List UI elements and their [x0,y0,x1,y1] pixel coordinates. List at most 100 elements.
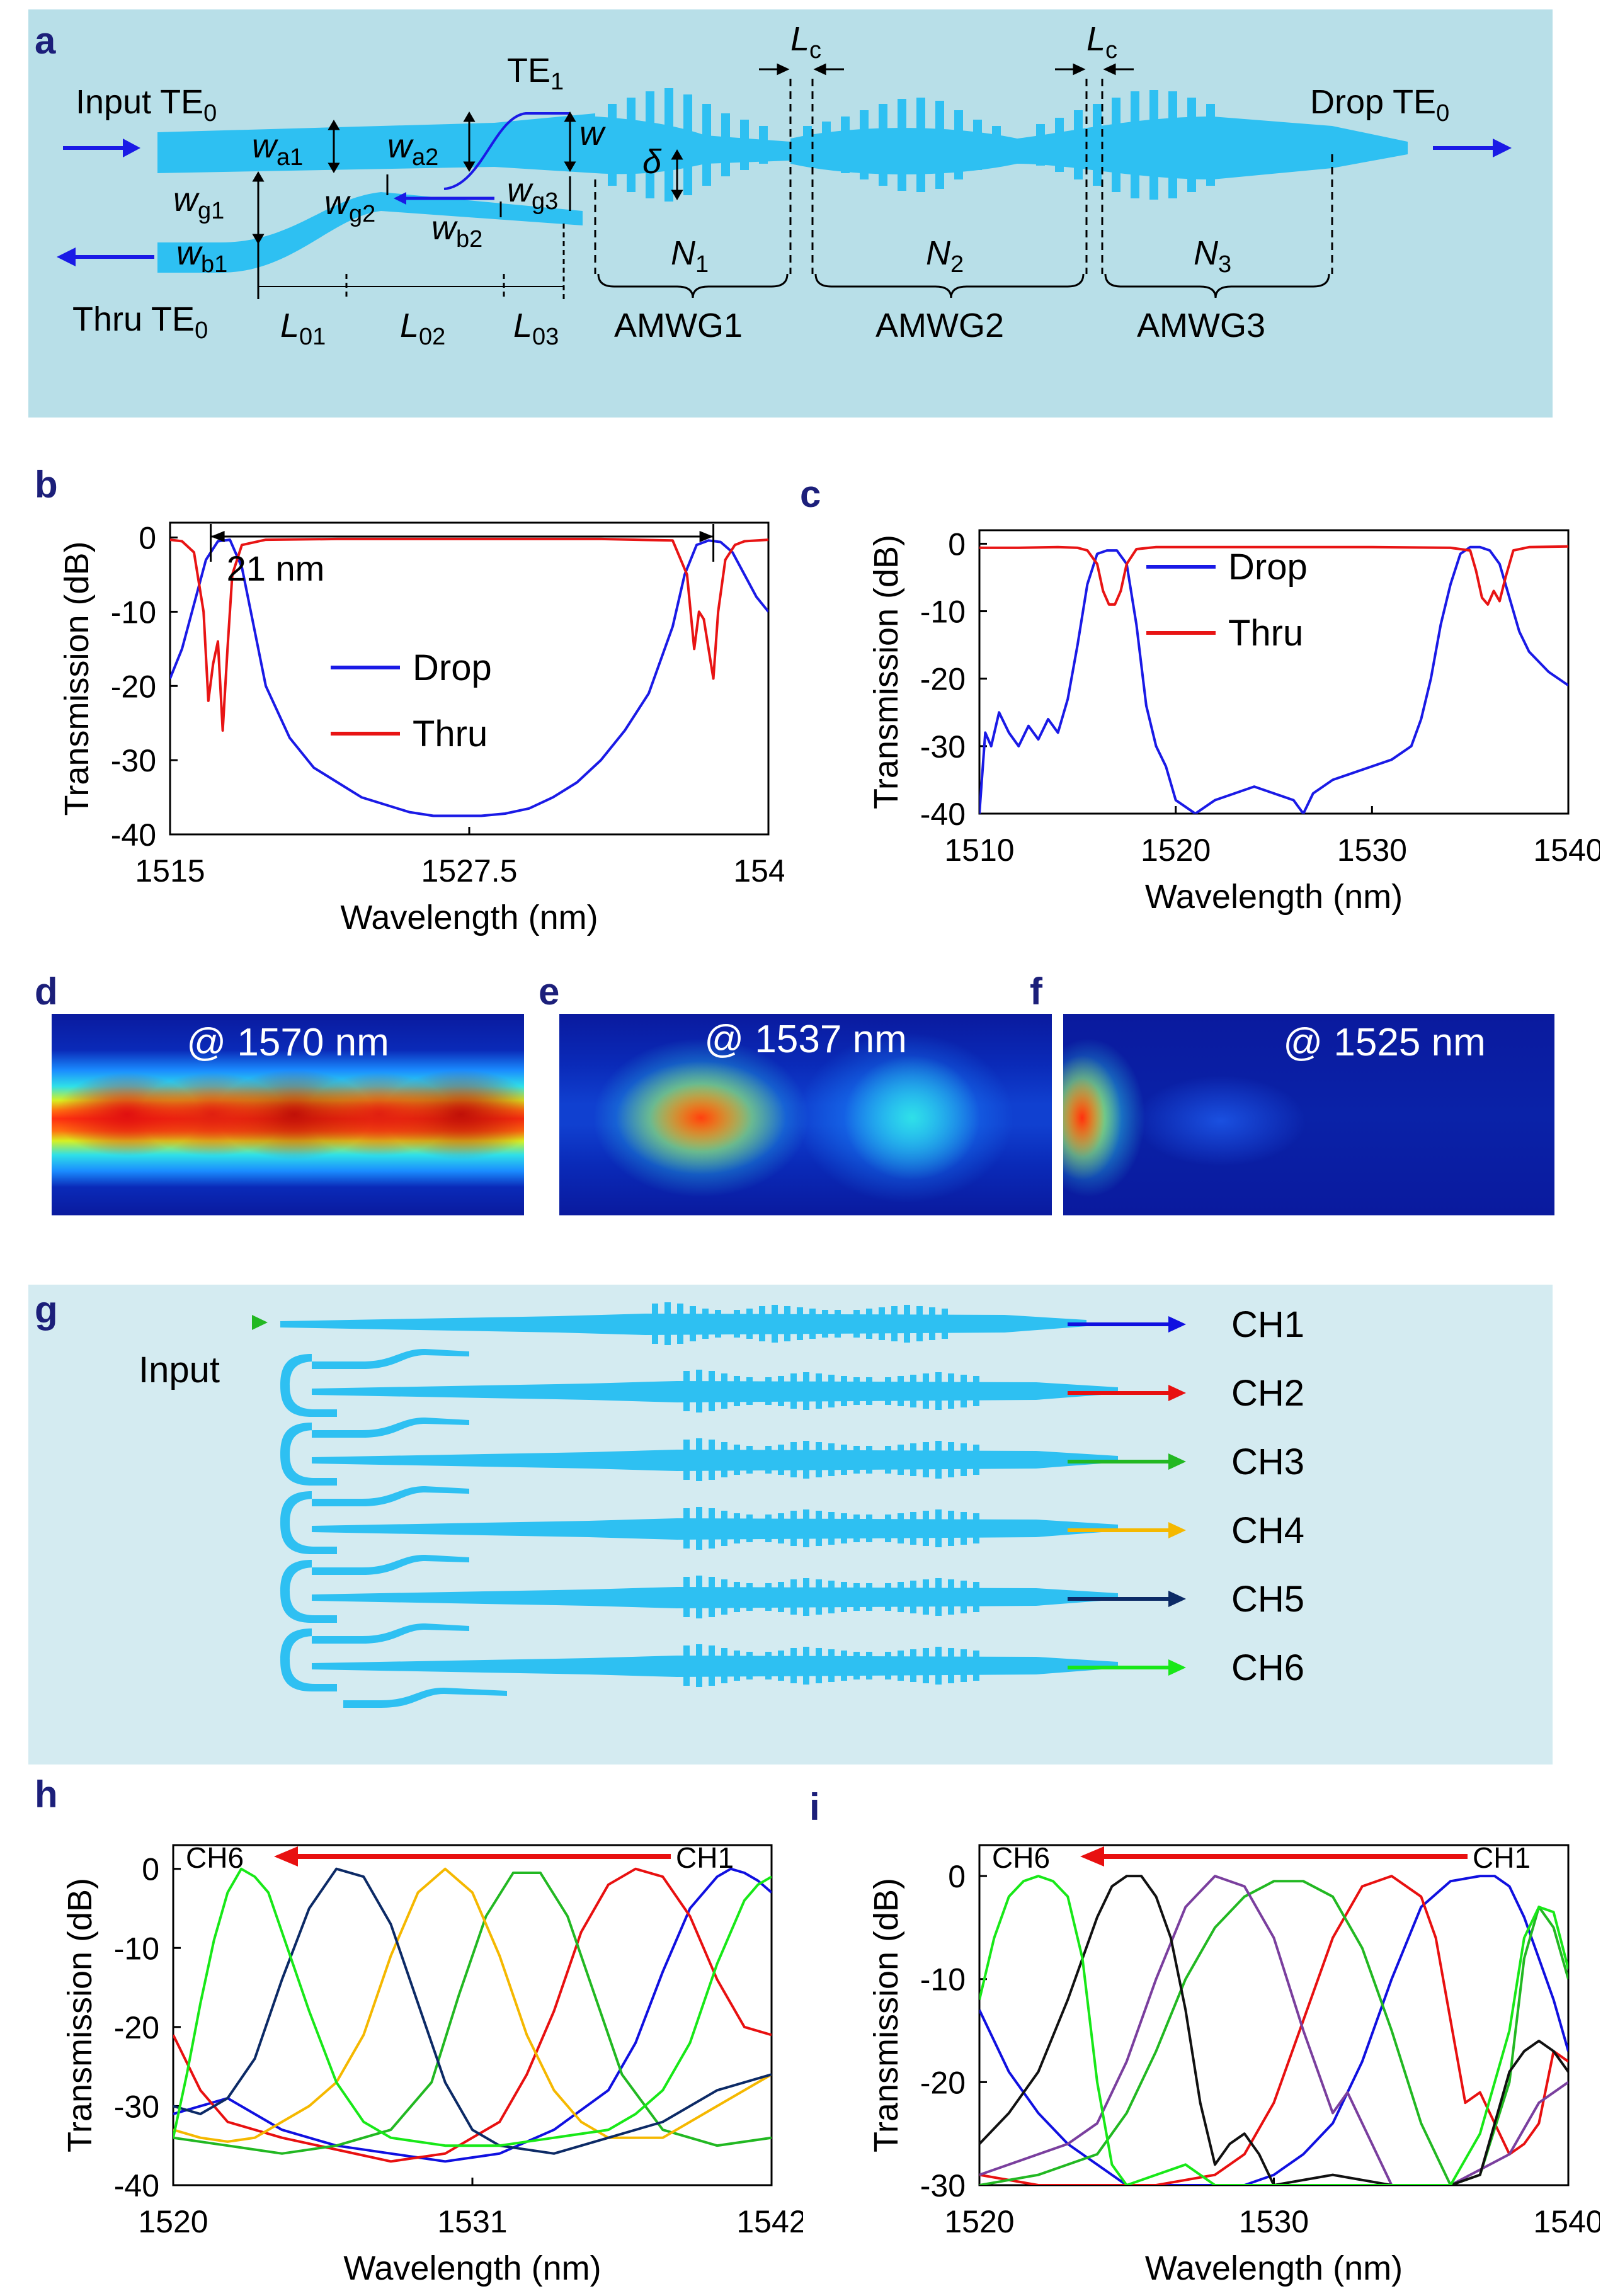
field-map-e: @ 1537 nm [559,1014,1052,1215]
y-tick-label: -20 [111,669,156,704]
x-tick-label: 1510 [944,833,1014,868]
y-tick-label: -20 [114,2010,159,2045]
series-line-ch5 [173,1867,772,2155]
thru-label: Thru TE0 [72,300,208,344]
x-tick-label: 1530 [1239,2204,1309,2239]
input-label: Input TE0 [76,83,217,127]
x-tick-label: 1520 [944,2204,1014,2239]
panel-label-f: f [1030,970,1042,1013]
y-tick-label: -10 [114,1931,159,1966]
dim-wg2: wg2 [324,184,375,227]
series-line-ch6 [979,1875,1568,2185]
legend-label-drop: Drop [413,647,492,688]
series-line-thru [979,545,1568,606]
dim-wg3: wg3 [507,171,558,215]
field-map-d: @ 1570 nm [52,1014,524,1215]
x-axis-label: Wavelength (nm) [1145,878,1403,916]
x-tick-label: 1530 [1337,833,1407,868]
dim-N1: N1 [671,234,709,278]
x-tick-label: 1527.5 [421,853,518,889]
lc-markers [759,63,1134,76]
panel-a-schematic: Input TE0 Thru TE0 Drop TE0 TE1 wa1 wa2 … [57,20,1512,350]
field-map-d-label: @ 1570 nm [186,1021,389,1064]
dim-wa2: wa2 [387,127,438,171]
series-line-ch4 [979,1875,1568,2185]
y-tick-label: -30 [111,743,156,778]
drop-label: Drop TE0 [1310,83,1449,127]
channel-label-4: CH4 [1231,1510,1304,1551]
panel-g-demux: Input CH1 CH2 CH3 CH4 CH5 CH6 [117,1302,1304,1708]
dim-delta: δ [642,143,662,181]
input-gradient-arrow [117,1315,268,1330]
dim-L03: L03 [513,307,559,350]
dimension-lines [252,111,683,299]
y-tick-label: -30 [920,729,966,764]
y-tick-label: -40 [114,2168,159,2203]
field-map-f-label: @ 1525 nm [1283,1021,1486,1064]
y-tick-label: 0 [142,1852,159,1887]
y-tick-label: 0 [139,521,156,556]
x-axis-label: Wavelength (nm) [1145,2249,1403,2287]
x-axis-label: Wavelength (nm) [340,899,598,936]
y-tick-label: -10 [920,594,966,630]
y-tick-label: 0 [948,526,966,562]
section-braces [597,273,1330,298]
dim-wb2: wb2 [431,209,482,253]
panel-label-b: b [35,463,58,506]
grating-teeth [608,88,1215,202]
channel-arrowhead-6 [1168,1659,1186,1676]
y-tick-label: -40 [111,817,156,853]
section-amwg2: AMWG2 [875,307,1004,344]
x-tick-label: 1540 [1533,833,1600,868]
x-tick-label: 1540 [1533,2204,1600,2239]
series-line-ch4 [173,1867,772,2143]
series-line-ch1 [173,1867,772,2163]
channel-arrowhead-1 [1168,1316,1186,1333]
x-tick-label: 1520 [1141,833,1211,868]
panel-label-c: c [800,473,821,515]
y-axis-label: Transmission (dB) [867,535,905,809]
panel-label-g: g [35,1288,58,1331]
dim-wb1: wb1 [176,234,227,278]
y-tick-label: -10 [920,1962,966,1998]
series-line-drop [979,545,1568,814]
y-tick-label: -10 [111,594,156,630]
series-line-drop [170,538,768,817]
input-label-g: Input [139,1350,220,1390]
dim-wa1: wa1 [252,127,303,171]
y-tick-label: -30 [920,2168,966,2203]
legend-label-thru: Thru [413,713,488,754]
panel-label-i: i [809,1786,820,1828]
series-line-ch1 [979,1875,1568,2185]
section-dividers [594,79,1333,274]
thru-arrow [57,247,154,266]
dim-L02: L02 [400,307,445,350]
demux-rows [280,1302,1118,1708]
panel-a-background [28,9,1553,418]
section-amwg3: AMWG3 [1137,307,1265,344]
drop-arrow [1433,139,1512,157]
channel-order-arrowhead [1080,1846,1104,1867]
dim-Lc1: Lc [790,20,821,64]
plot-frame [978,529,1570,815]
span-annotation: 21 nm [227,548,325,588]
channel-arrowhead-5 [1168,1591,1186,1607]
te1-label: TE1 [507,52,564,95]
x-tick-label: 1540 [733,853,784,889]
x-axis-label: Wavelength (nm) [343,2249,601,2287]
channel-arrowhead-2 [1168,1385,1186,1401]
channel-label-1: CH1 [1231,1304,1304,1345]
series-line-ch5 [979,1875,1568,2185]
y-tick-label: -20 [920,662,966,697]
channel-arrowhead-3 [1168,1453,1186,1470]
y-tick-label: -20 [920,2065,966,2100]
channel-label-3: CH3 [1231,1441,1304,1482]
x-tick-label: 1542 [736,2204,803,2239]
channel-arrowhead-4 [1168,1522,1186,1538]
x-tick-label: 1520 [138,2204,208,2239]
y-tick-label: -40 [920,797,966,832]
te1-arrow [394,192,494,205]
panel-label-h: h [35,1773,58,1816]
